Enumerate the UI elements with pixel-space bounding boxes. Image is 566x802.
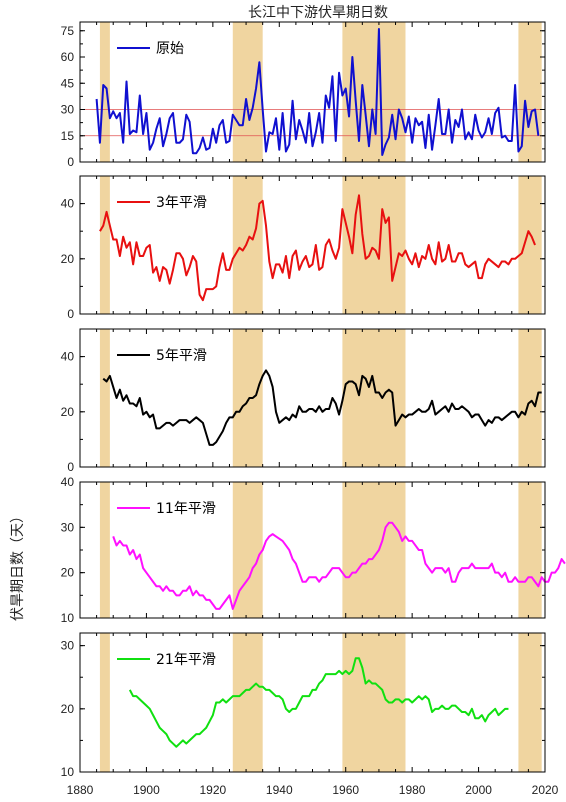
y-tick-label: 75 bbox=[61, 24, 75, 38]
y-tick-label: 15 bbox=[61, 129, 75, 143]
legend-label: 11年平滑 bbox=[156, 500, 216, 517]
panel-frame bbox=[79, 328, 546, 468]
shaded-period-2 bbox=[232, 22, 263, 162]
shaded-period-4 bbox=[518, 176, 542, 314]
shaded-period-3 bbox=[342, 22, 406, 162]
panel-3: 0 20 40 5年平滑 bbox=[61, 328, 546, 474]
panel-5: 10 20 30 21年平滑 bbox=[61, 632, 546, 779]
series-line-5 bbox=[128, 657, 509, 748]
legend-label: 3年平滑 bbox=[156, 194, 207, 211]
x-tick-label: 2000 bbox=[465, 783, 492, 797]
shaded-period-2 bbox=[232, 633, 263, 772]
legend-label: 21年平滑 bbox=[156, 651, 216, 668]
y-tick-label: 30 bbox=[61, 639, 75, 653]
panel-4: 10 20 30 40 11年平滑 bbox=[61, 475, 566, 625]
shaded-period-3 bbox=[342, 176, 406, 314]
shaded-period-4 bbox=[518, 633, 542, 772]
shaded-period-1 bbox=[99, 633, 110, 772]
x-tick-label: 1900 bbox=[133, 783, 160, 797]
chart-title: 长江中下游伏旱期日数 bbox=[248, 5, 388, 21]
y-tick-label: 0 bbox=[67, 460, 74, 474]
shaded-period-3 bbox=[342, 633, 406, 772]
legend-label: 5年平滑 bbox=[156, 347, 207, 364]
x-tick-label: 2020 bbox=[532, 783, 559, 797]
y-tick-label: 40 bbox=[61, 350, 75, 364]
y-tick-label: 60 bbox=[61, 50, 75, 64]
y-tick-label: 40 bbox=[61, 475, 75, 489]
shaded-period-2 bbox=[232, 329, 263, 467]
series-line-4 bbox=[112, 521, 566, 610]
y-tick-label: 40 bbox=[61, 197, 75, 211]
shaded-period-2 bbox=[232, 176, 263, 314]
y-tick-label: 30 bbox=[61, 103, 75, 117]
panel-2: 0 20 40 3年平滑 bbox=[61, 175, 546, 321]
y-tick-label: 30 bbox=[61, 520, 75, 534]
legend-label: 原始 bbox=[156, 41, 184, 57]
y-tick-label: 0 bbox=[67, 307, 74, 321]
panel-frame bbox=[79, 632, 546, 773]
series-line-3 bbox=[102, 369, 542, 446]
shaded-period-3 bbox=[342, 482, 406, 618]
y-axis-label: 伏旱期日数（天） bbox=[10, 509, 26, 621]
y-tick-label: 10 bbox=[61, 765, 75, 779]
x-tick-label: 1980 bbox=[399, 783, 426, 797]
series-line-1 bbox=[95, 28, 540, 156]
shaded-period-4 bbox=[518, 482, 542, 618]
y-tick-label: 45 bbox=[61, 76, 75, 90]
shaded-period-4 bbox=[518, 22, 542, 162]
shaded-period-4 bbox=[518, 329, 542, 467]
y-tick-label: 0 bbox=[67, 155, 74, 169]
y-tick-label: 20 bbox=[61, 702, 75, 716]
shaded-period-1 bbox=[99, 22, 110, 162]
panel-frame bbox=[79, 481, 546, 619]
shaded-period-1 bbox=[99, 482, 110, 618]
x-tick-label: 1880 bbox=[67, 783, 94, 797]
x-tick-label: 1920 bbox=[200, 783, 227, 797]
y-tick-label: 20 bbox=[61, 566, 75, 580]
y-tick-label: 20 bbox=[61, 405, 75, 419]
y-tick-label: 10 bbox=[61, 611, 75, 625]
shaded-period-3 bbox=[342, 329, 406, 467]
series-line-2 bbox=[99, 194, 536, 302]
x-tick-label: 1940 bbox=[266, 783, 293, 797]
y-tick-label: 20 bbox=[61, 252, 75, 266]
shaded-period-1 bbox=[99, 329, 110, 467]
panel-1: 0 15 30 45 60 75 原始 bbox=[61, 21, 546, 169]
shaded-period-1 bbox=[99, 176, 110, 314]
x-tick-label: 1960 bbox=[332, 783, 359, 797]
